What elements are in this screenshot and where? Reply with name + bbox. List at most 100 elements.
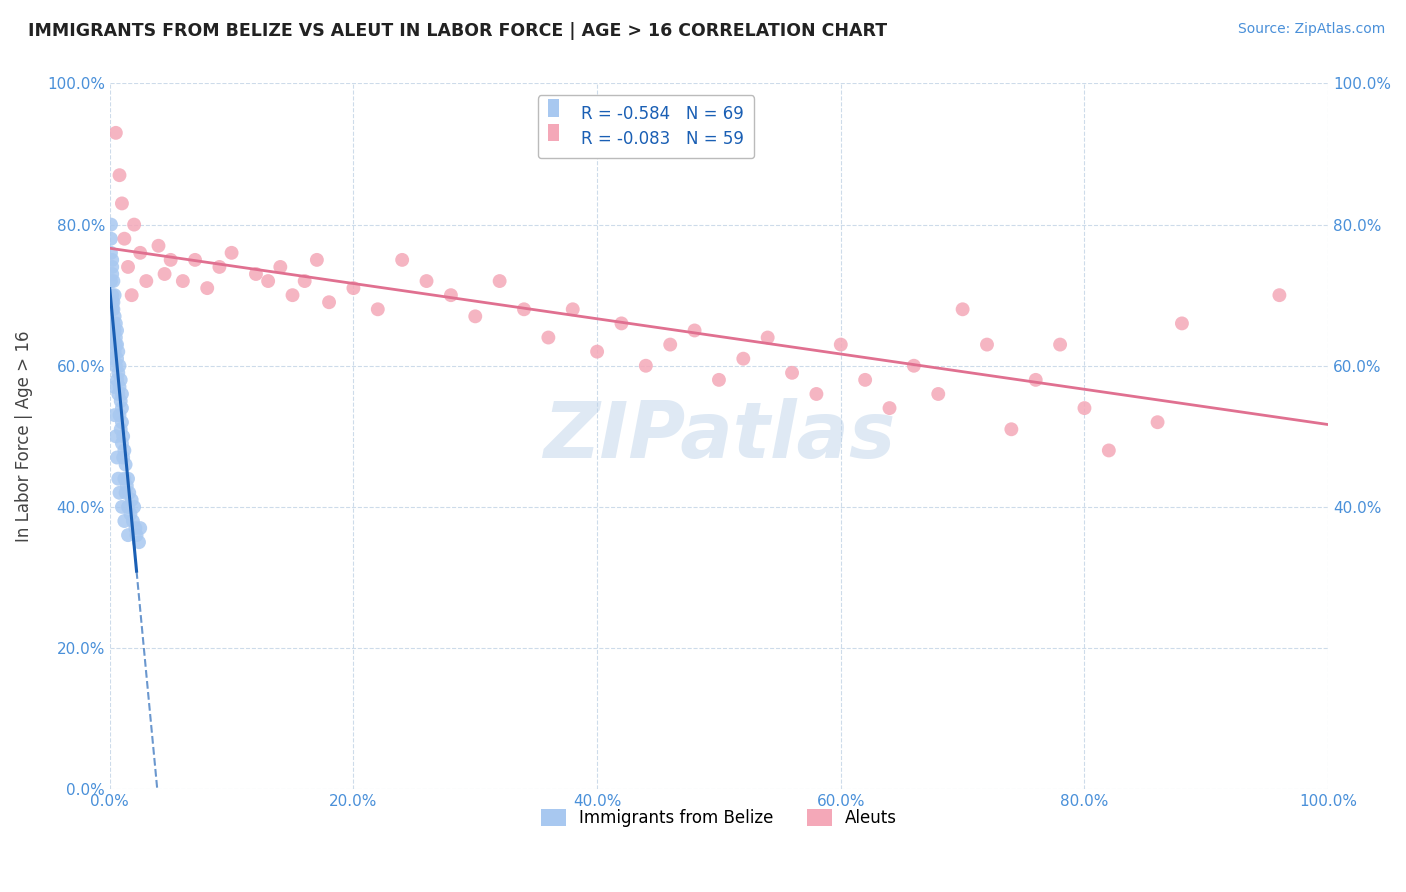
Point [104,330,127,344]
Point [806,387,828,401]
Point [108,408,131,422]
Point [104,288,127,302]
Point [117,472,139,486]
Point [464,310,486,324]
Point [184,252,207,267]
Point [103,295,125,310]
Point [513,302,536,317]
Point [105,351,128,366]
Point [101,267,124,281]
Point [112,472,135,486]
Point [195,281,218,295]
Point [104,317,127,331]
Point [107,366,129,380]
Point [1171,317,1194,331]
Point [105,450,128,465]
Point [610,317,633,331]
Point [104,344,127,359]
Point [1073,401,1095,416]
Point [111,401,134,416]
Point [108,485,131,500]
Point [1098,443,1121,458]
Point [114,458,136,472]
Text: Source: ZipAtlas.com: Source: ZipAtlas.com [1237,22,1385,37]
Point [488,274,510,288]
Point [104,408,127,422]
Point [1000,422,1022,436]
Point [952,302,974,317]
Point [104,126,127,140]
Point [111,436,134,450]
Text: ZIPatlas: ZIPatlas [543,399,896,475]
Point [1146,415,1168,429]
Point [1025,373,1047,387]
Point [118,485,141,500]
Point [440,288,463,302]
Point [634,359,657,373]
Point [245,267,267,281]
Point [121,492,143,507]
Point [100,245,122,260]
Point [101,288,124,302]
Point [683,323,706,337]
Point [100,232,122,246]
Point [120,507,142,521]
Point [108,380,131,394]
Point [586,344,609,359]
Point [537,330,560,344]
Point [104,359,127,373]
Point [281,288,304,302]
Point [1268,288,1291,302]
Point [733,351,755,366]
Point [172,274,194,288]
Point [110,394,132,409]
Point [105,323,128,337]
Point [111,196,134,211]
Point [129,521,152,535]
Point [110,422,132,436]
Point [112,514,135,528]
Point [100,274,122,288]
Point [107,387,129,401]
Point [269,260,291,274]
Point [125,528,148,542]
Point [101,295,124,310]
Point [110,373,132,387]
Point [104,429,127,443]
Point [221,245,243,260]
Point [105,337,128,351]
Point [112,443,135,458]
Legend: Immigrants from Belize, Aleuts: Immigrants from Belize, Aleuts [534,802,904,834]
Point [112,450,135,465]
Point [111,387,134,401]
Point [107,344,129,359]
Point [105,373,128,387]
Point [153,267,176,281]
Point [101,260,124,274]
Point [103,274,125,288]
Point [103,351,125,366]
Point [108,168,131,182]
Point [121,288,143,302]
Point [318,295,340,310]
Point [927,387,949,401]
Point [103,330,125,344]
Point [104,323,127,337]
Point [103,317,125,331]
Point [135,274,157,288]
Point [208,260,231,274]
Point [342,281,364,295]
Point [148,239,170,253]
Point [101,302,124,317]
Point [415,274,437,288]
Point [294,274,316,288]
Point [101,252,124,267]
Point [111,415,134,429]
Point [124,521,146,535]
Point [104,380,127,394]
Point [100,218,122,232]
Point [257,274,280,288]
Point [159,252,181,267]
Point [561,302,583,317]
Point [830,337,852,351]
